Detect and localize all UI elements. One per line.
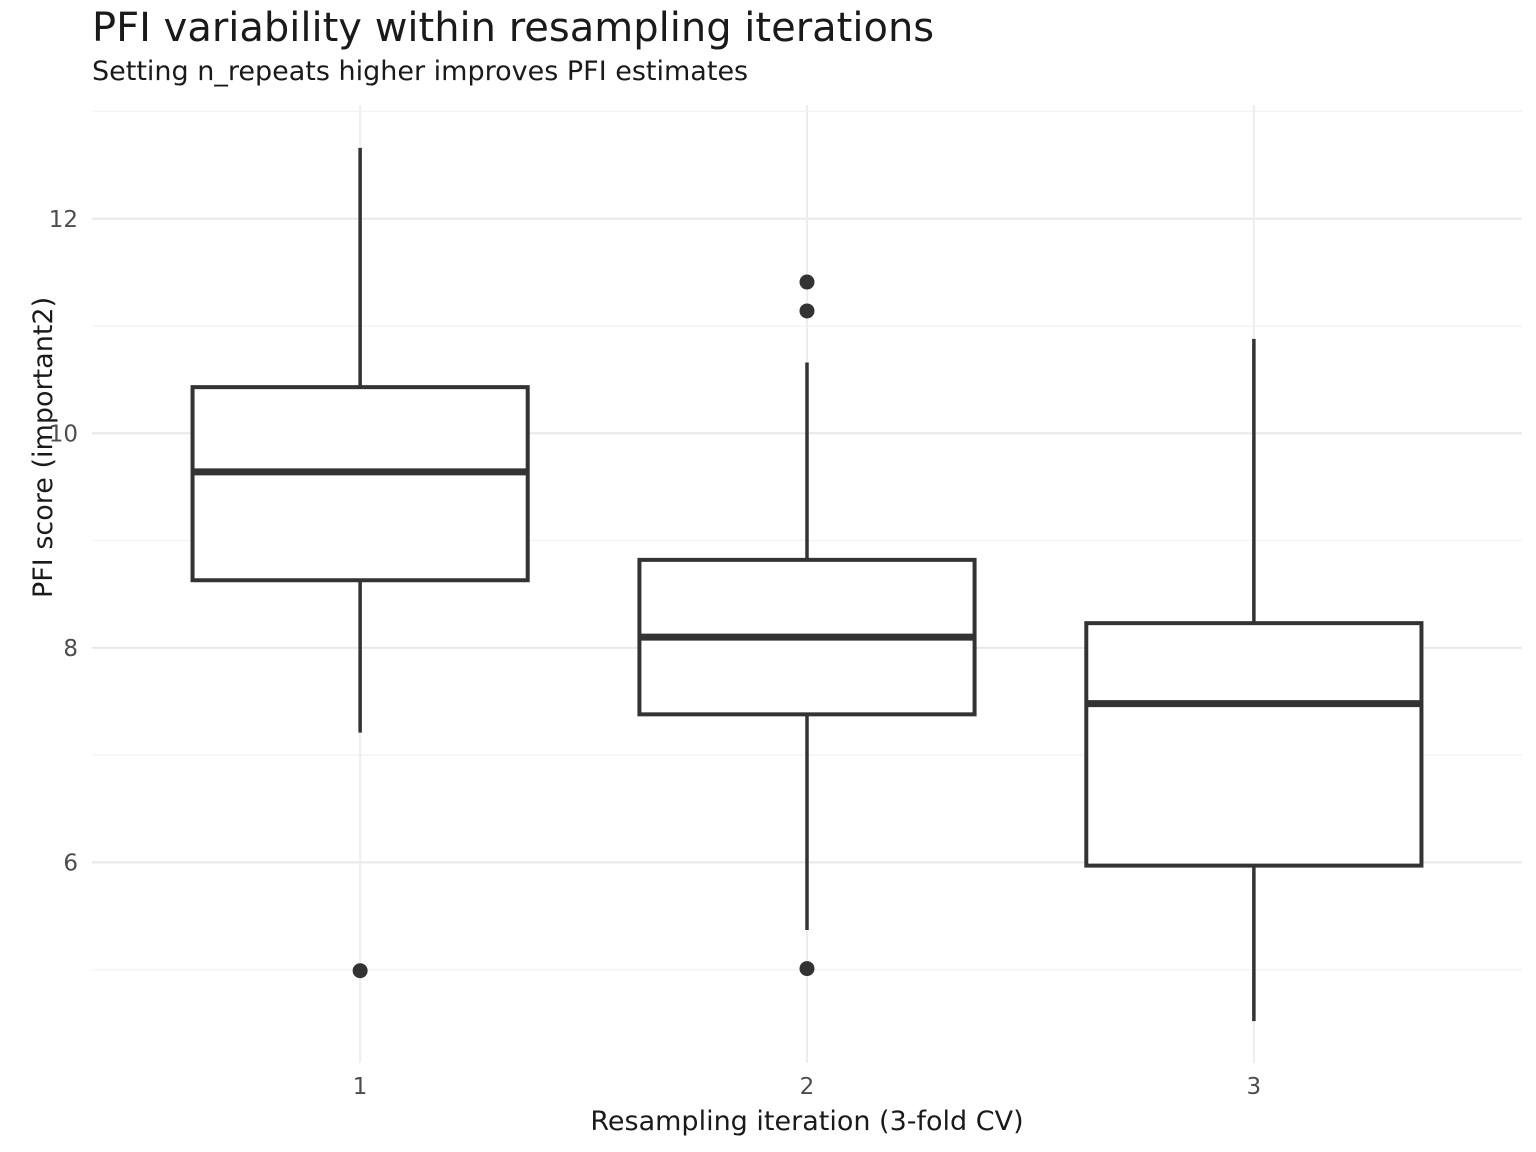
outlier-point — [799, 961, 815, 977]
box-iqr — [190, 385, 530, 583]
box-iqr — [1084, 621, 1424, 868]
chart-title: PFI variability within resampling iterat… — [92, 5, 935, 51]
y-axis-title: PFI score (important2) — [28, 296, 59, 598]
x-tick-label: 1 — [353, 1074, 368, 1100]
outlier-point — [799, 303, 815, 319]
y-tick-label: 10 — [49, 421, 78, 447]
y-tick-label: 12 — [49, 207, 78, 233]
y-tick-label: 8 — [63, 636, 78, 662]
chart-subtitle: Setting n_repeats higher improves PFI es… — [92, 56, 749, 87]
outlier-point — [799, 274, 815, 290]
x-tick-label: 3 — [1247, 1074, 1262, 1100]
x-axis-title: Resampling iteration (3-fold CV) — [590, 1106, 1024, 1137]
outlier-point — [352, 963, 368, 979]
y-tick-label: 6 — [63, 850, 78, 876]
x-tick-label: 2 — [800, 1074, 815, 1100]
